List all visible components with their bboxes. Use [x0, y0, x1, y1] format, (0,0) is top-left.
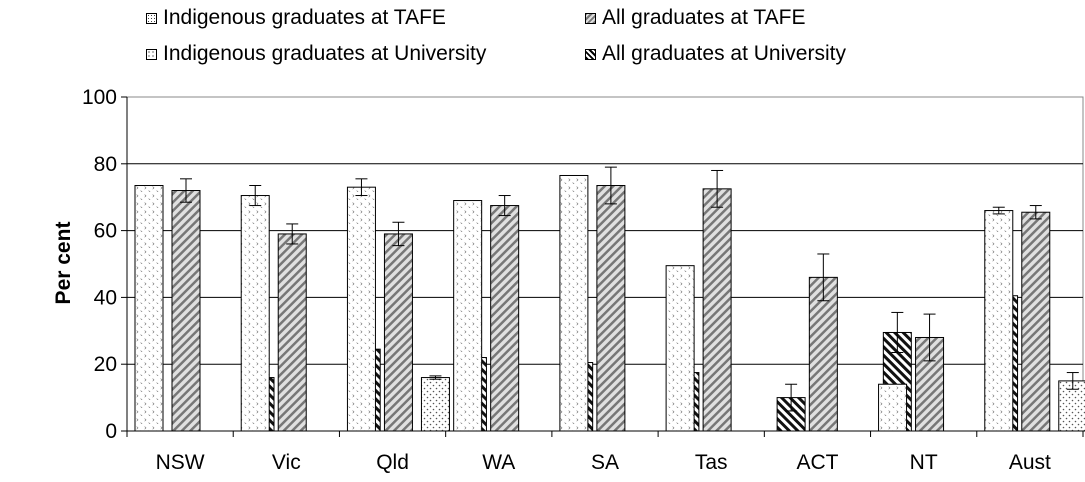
bar [346, 186, 376, 432]
bar [596, 185, 626, 432]
bars [134, 166, 1085, 432]
bar [984, 210, 1014, 432]
x-tick-label: SA [591, 451, 619, 474]
axes: 0 20 40 60 80 100 NSW Vic Qld WA SA Tas ACT NT Aust [82, 86, 1084, 474]
x-tick-label: Qld [376, 451, 409, 474]
y-axis-label: Per cent [52, 222, 75, 305]
y-tick-label: 0 [105, 420, 117, 443]
bar [702, 188, 732, 432]
bar [1021, 211, 1051, 432]
bar [878, 383, 908, 432]
bar [490, 205, 520, 432]
legend-label: All graduates at TAFE [602, 6, 806, 29]
x-tick-label: ACT [796, 451, 838, 474]
x-tick-label: NT [910, 451, 938, 474]
bar [808, 276, 838, 432]
bar [453, 200, 483, 432]
bar [1058, 380, 1085, 432]
legend-swatch-fine-dots-icon [146, 48, 157, 60]
x-tick-label: Vic [272, 451, 301, 474]
bar [665, 265, 695, 432]
bar [559, 174, 589, 432]
legend-label: All graduates at University [602, 42, 846, 65]
bar [383, 233, 413, 432]
y-tick-label: 80 [94, 153, 117, 176]
y-tick-label: 60 [94, 220, 117, 243]
bar [277, 233, 307, 432]
legend-swatch-hatch-icon [585, 12, 596, 24]
bar [134, 185, 164, 432]
x-tick-label: Aust [1009, 451, 1051, 474]
legend-label: Indigenous graduates at University [163, 42, 487, 65]
x-tick-label: NSW [156, 451, 205, 474]
legend-item-indigenous-tafe: Indigenous graduates at TAFE [146, 6, 446, 30]
legend-swatch-dots-icon [146, 12, 157, 24]
y-tick-label: 20 [94, 353, 117, 376]
y-tick-label: 100 [82, 86, 117, 109]
bar [171, 190, 201, 432]
bar [240, 195, 270, 432]
x-tick-label: WA [482, 451, 515, 474]
y-tick-label: 40 [94, 286, 117, 309]
legend-item-all-tafe: All graduates at TAFE [585, 6, 806, 30]
bar [420, 377, 450, 432]
x-tick-label: Tas [695, 451, 728, 474]
legend-label: Indigenous graduates at TAFE [163, 6, 446, 29]
legend-item-all-university: All graduates at University [585, 42, 846, 66]
legend-item-indigenous-university: Indigenous graduates at University [146, 42, 486, 66]
legend-swatch-dark-hatch-icon [585, 48, 596, 60]
